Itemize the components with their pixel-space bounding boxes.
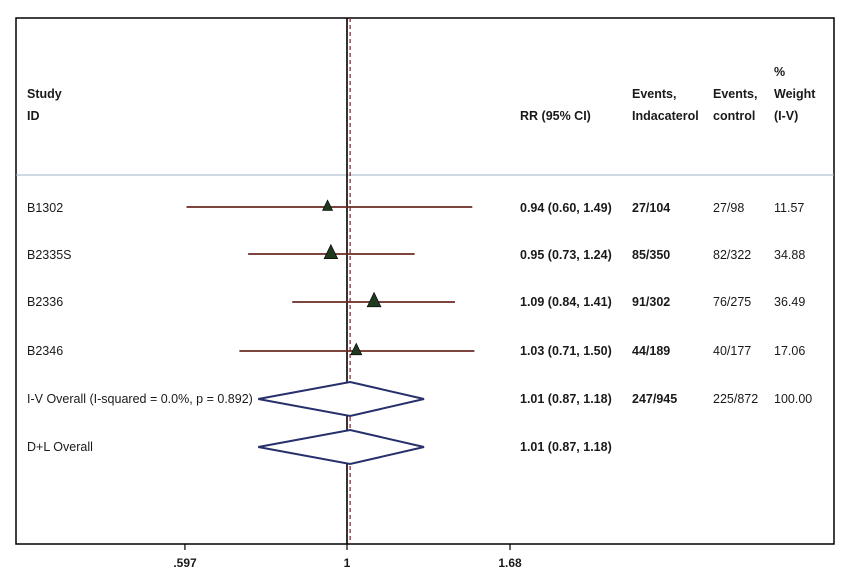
row-2-events-ind: 85/350 bbox=[632, 248, 671, 262]
row-1-id: B1302 bbox=[27, 201, 64, 215]
header-events-ctrl-line2: control bbox=[713, 109, 756, 123]
row-4-events-ind: 44/189 bbox=[632, 344, 671, 358]
row-3-events-ctrl: 76/275 bbox=[713, 295, 752, 309]
plot-frame bbox=[15, 17, 835, 545]
header-study: Study ID bbox=[27, 83, 62, 127]
header-events-control: Events, control bbox=[713, 83, 757, 127]
header-weight-line2: Weight bbox=[774, 87, 816, 101]
x-tick-label-2: 1 bbox=[343, 556, 351, 570]
row-3-id: B2336 bbox=[27, 295, 64, 309]
row-overall-iv-weight: 100.00 bbox=[774, 392, 813, 406]
row-1-rr: 0.94 (0.60, 1.49) bbox=[520, 201, 612, 215]
row-overall-iv-rr: 1.01 (0.87, 1.18) bbox=[520, 392, 612, 406]
overall-diamond-iv bbox=[258, 380, 425, 418]
header-weight: % Weight (I-V) bbox=[774, 61, 815, 127]
row-2-rr: 0.95 (0.73, 1.24) bbox=[520, 248, 612, 262]
header-study-label: Study bbox=[27, 87, 62, 101]
row-4-rr: 1.03 (0.71, 1.50) bbox=[520, 344, 612, 358]
header-events-ctrl-line1: Events, bbox=[713, 87, 758, 101]
point-marker-B1302 bbox=[322, 199, 334, 211]
header-weight-line1: % bbox=[774, 65, 786, 79]
overall-diamond-dl bbox=[258, 428, 425, 466]
header-id-label: ID bbox=[27, 109, 40, 123]
header-weight-line3: (I-V) bbox=[774, 109, 799, 123]
row-3-events-ind: 91/302 bbox=[632, 295, 671, 309]
row-3-weight: 36.49 bbox=[774, 295, 806, 309]
row-overall-dl-rr: 1.01 (0.87, 1.18) bbox=[520, 440, 612, 454]
row-2-weight: 34.88 bbox=[774, 248, 806, 262]
row-1-events-ind: 27/104 bbox=[632, 201, 671, 215]
row-overall-dl-id: D+L Overall bbox=[27, 440, 93, 454]
row-2-events-ctrl: 82/322 bbox=[713, 248, 752, 262]
row-overall-iv-events-ctrl: 225/872 bbox=[713, 392, 759, 406]
header-events-ind-line2: Indacaterol bbox=[632, 109, 699, 123]
header-rr-label: RR (95% CI) bbox=[520, 109, 591, 123]
header-events-indacaterol: Events, Indacaterol bbox=[632, 83, 699, 127]
header-events-ind-line1: Events, bbox=[632, 87, 677, 101]
point-marker-B2335S bbox=[323, 243, 339, 260]
row-4-id: B2346 bbox=[27, 344, 64, 358]
row-4-weight: 17.06 bbox=[774, 344, 806, 358]
x-tick-label-3: 1.68 bbox=[498, 556, 522, 570]
row-4-events-ctrl: 40/177 bbox=[713, 344, 752, 358]
header-rr: RR (95% CI) bbox=[520, 105, 591, 127]
x-tick-label-1: .597 bbox=[173, 556, 197, 570]
row-1-events-ctrl: 27/98 bbox=[713, 201, 745, 215]
row-1-weight: 11.57 bbox=[774, 201, 805, 215]
row-2-id: B2335S bbox=[27, 248, 72, 262]
row-overall-iv-events-ind: 247/945 bbox=[632, 392, 678, 406]
point-marker-B2336 bbox=[366, 291, 382, 308]
row-overall-iv-id: I-V Overall (I-squared = 0.0%, p = 0.892… bbox=[27, 392, 253, 406]
point-marker-B2346 bbox=[350, 342, 363, 356]
row-3-rr: 1.09 (0.84, 1.41) bbox=[520, 295, 612, 309]
